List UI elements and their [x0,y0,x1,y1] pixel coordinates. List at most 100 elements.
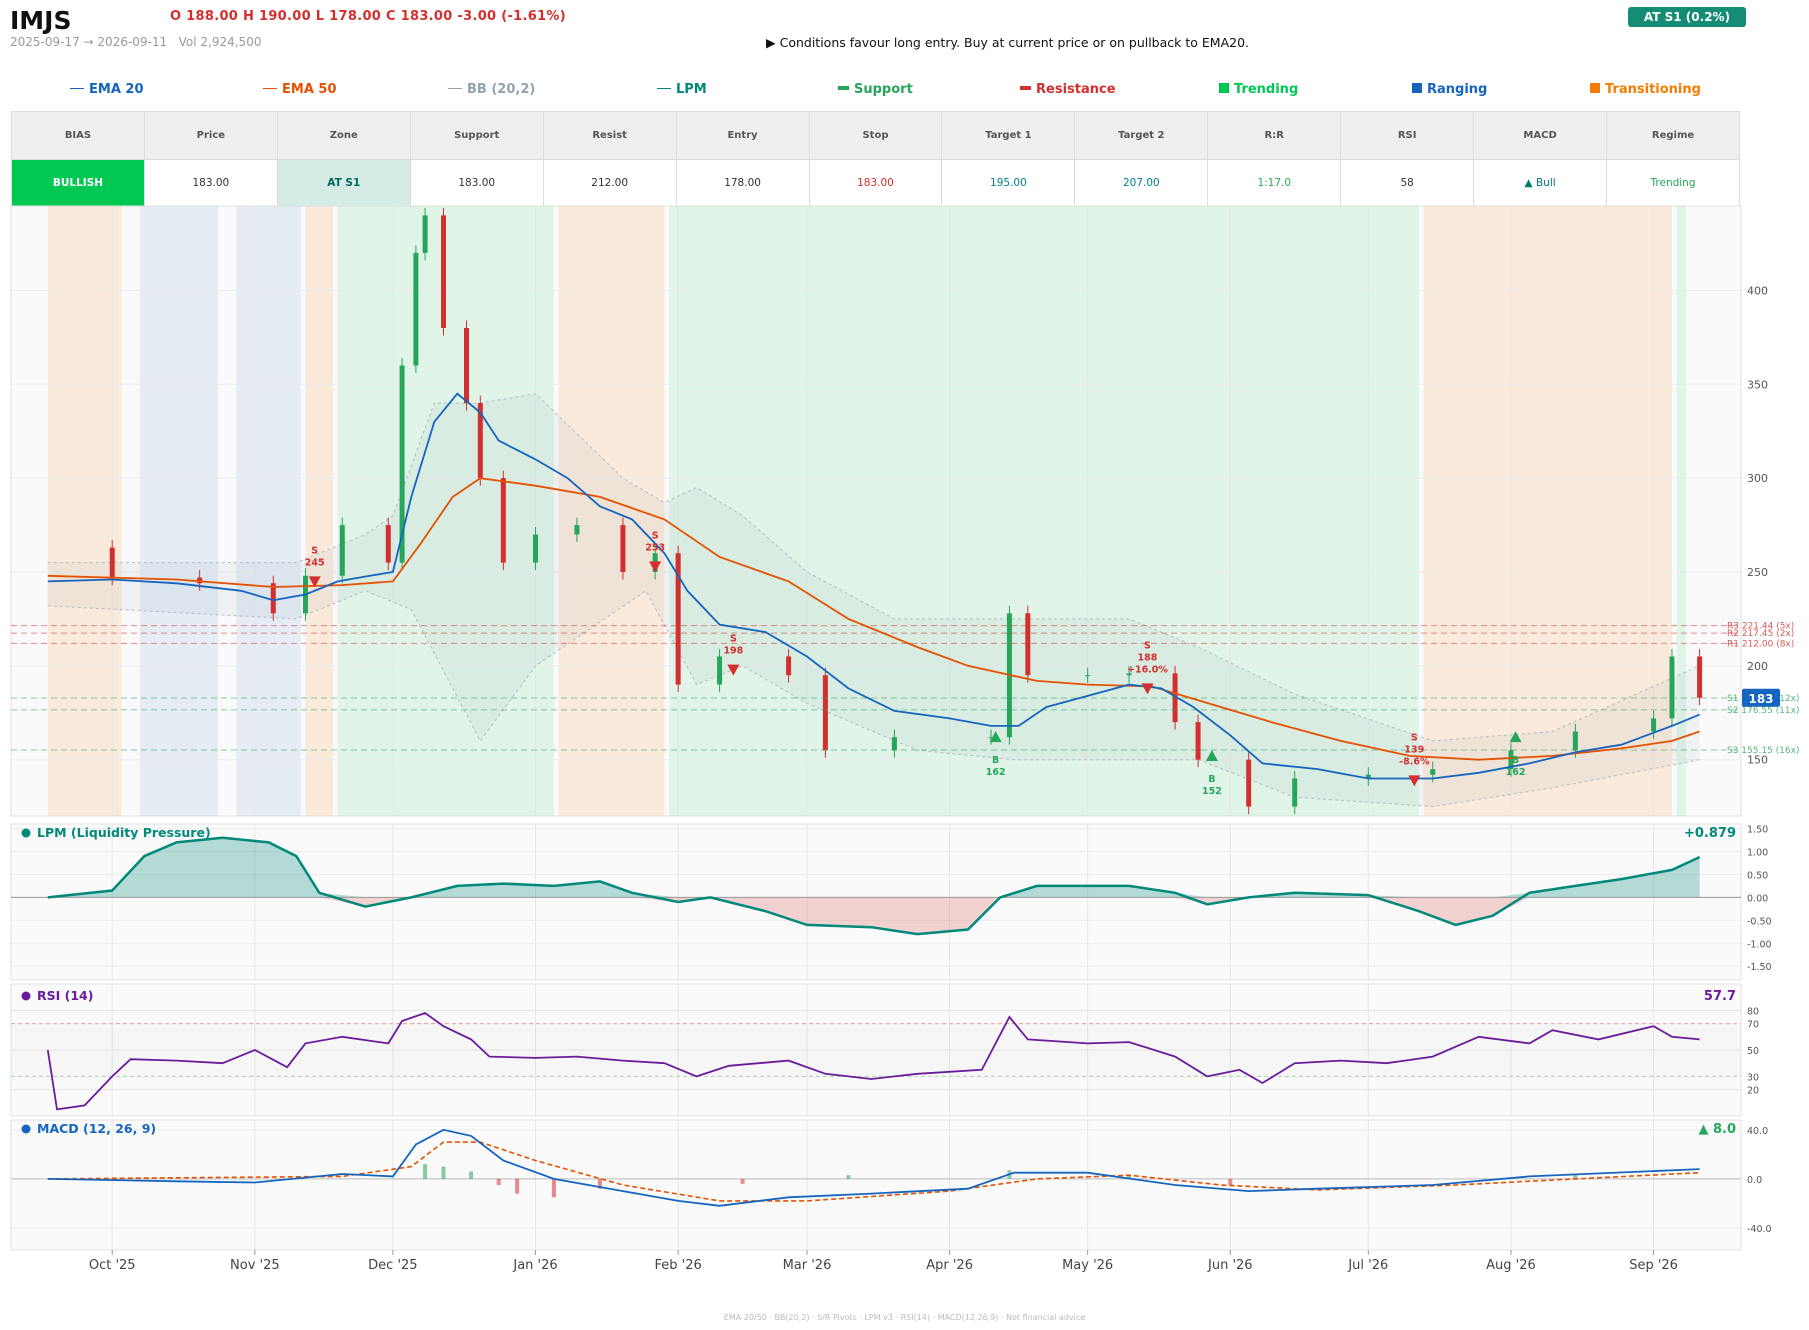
legend-marker [1590,83,1600,93]
candle-body [786,656,792,676]
legend-marker [657,87,671,89]
candle-body [500,478,506,563]
legend-marker [838,86,849,90]
summary-value-support: 183.00 [409,159,544,207]
candle-body [1292,778,1298,807]
legend-label: Resistance [1036,82,1116,97]
summary-value-row: BULLISH 183.00 AT S1 183.00 212.00 178.00 183.… [11,159,1740,207]
legend-marker [1020,86,1031,90]
candle-body [109,547,115,578]
x-tick-label: Jan '26 [512,1258,557,1273]
signal-label: B [1512,755,1519,766]
signal-label: 139 [1404,744,1424,755]
candle-body [1195,722,1201,760]
macd-histogram-bar [1127,1175,1132,1179]
regime-band [305,206,334,816]
rsi-tick-label: 20 [1747,1086,1759,1097]
legend-item-ema-20: EMA 20 [70,82,144,97]
legend-item-ema-50: EMA 50 [263,82,337,97]
summary-header-stop: Stop [808,111,943,160]
signal-label: 152 [1202,786,1222,797]
candle-body [574,525,580,535]
x-tick-label: May '26 [1062,1258,1113,1273]
signal-marker-buy [1205,749,1218,761]
summary-value-macd: ▲ Bull [1473,159,1608,207]
candle-body [385,525,391,563]
candle-body [1085,675,1091,677]
signal-marker-buy [1509,731,1522,743]
signal-label: B [1208,774,1215,785]
x-tick-label: Oct '25 [89,1258,136,1273]
summary-table: BIAS Price Zone Support Resist Entry Stop Targe… [11,111,1740,207]
lpm-tick-label: 0.00 [1747,893,1768,904]
signal-label: +16.0% [1127,664,1168,675]
signal-label: S [730,634,737,645]
macd-title: MACD (12, 26, 9) [37,1121,156,1136]
legend-item-ranging: Ranging [1412,82,1487,97]
rsi-tick-label: 80 [1747,1006,1759,1017]
bollinger-upper-line [47,393,1700,742]
legend-marker [70,87,84,89]
candle-body [339,525,345,576]
summary-value-regime: Trending [1606,159,1740,207]
legend-label: EMA 50 [282,82,337,97]
summary-header-price: Price [143,111,278,160]
lpm-tick-label: 0.50 [1747,870,1768,881]
signal-message: ▶ Conditions favour long entry. Buy at c… [766,35,1250,50]
level-label-resistance: R3 221.44 (5x) [1727,622,1794,632]
macd-histogram-bar [846,1175,851,1179]
macd-histogram-bar [441,1166,446,1179]
legend-label: EMA 20 [89,82,144,97]
lpm-tick-label: -1.00 [1747,939,1772,950]
x-tick-label: Jun '26 [1207,1258,1253,1273]
candle-body [1126,673,1132,676]
candle-body [422,215,428,253]
signal-label: 162 [1506,767,1526,778]
macd-last-value: ▲ 8.0 [1698,1122,1736,1137]
macd-tick-label: -40.0 [1747,1224,1772,1235]
regime-band [236,206,301,816]
legend-marker [1219,83,1229,93]
legend-label: Transitioning [1605,82,1701,97]
summary-header-zone: Zone [276,111,411,160]
legend-item-lpm: LPM [657,82,707,97]
signal-marker-sell [1141,683,1154,695]
candle-body [1669,656,1675,719]
lpm-tick-label: -0.50 [1747,916,1772,927]
y-tick-label: 150 [1747,754,1768,767]
candle-body [988,737,994,739]
ema50-line [47,477,1700,761]
summary-value-zone: AT S1 [276,159,411,207]
signal-marker-sell [649,561,662,573]
x-tick-label: Aug '26 [1486,1258,1536,1273]
summary-header-r-r: R:R [1207,111,1342,160]
signal-label: S [1411,732,1418,743]
level-label-resistance: R1 212.00 (8x) [1727,639,1794,649]
macd-histogram-bar [1228,1178,1233,1185]
regime-band [47,206,122,816]
summary-value-entry: 178.00 [675,159,810,207]
signal-label: S [311,545,318,556]
ticker-symbol: IMJS [10,6,72,35]
candle-body [1651,718,1657,732]
pane-bg-0 [10,205,1742,817]
legend-item-transitioning: Transitioning [1590,82,1701,97]
legend-item-resistance: Resistance [1020,82,1116,97]
candle-body [717,656,723,685]
candle-body [1572,731,1578,751]
date-range-volume: 2025-09-17 → 2026-09-11 Vol 2,924,500 [10,35,261,49]
candle-body [620,525,626,572]
candle-body [441,215,446,328]
x-tick-label: Jul '26 [1347,1258,1388,1273]
footer-note: EMA 20/50 · BB(20,2) · S/R Pivots · LPM … [723,1313,1086,1322]
summary-header-support: Support [409,111,544,160]
x-tick-label: Dec '25 [368,1258,417,1273]
signal-marker-sell [727,664,740,676]
candle-body [270,583,276,614]
lpm-negative-area [47,897,1700,935]
signal-label: 245 [305,557,325,568]
rsi-line [46,1011,1700,1111]
rsi-title: RSI (14) [37,988,93,1003]
signal-label: 188 [1138,652,1158,663]
